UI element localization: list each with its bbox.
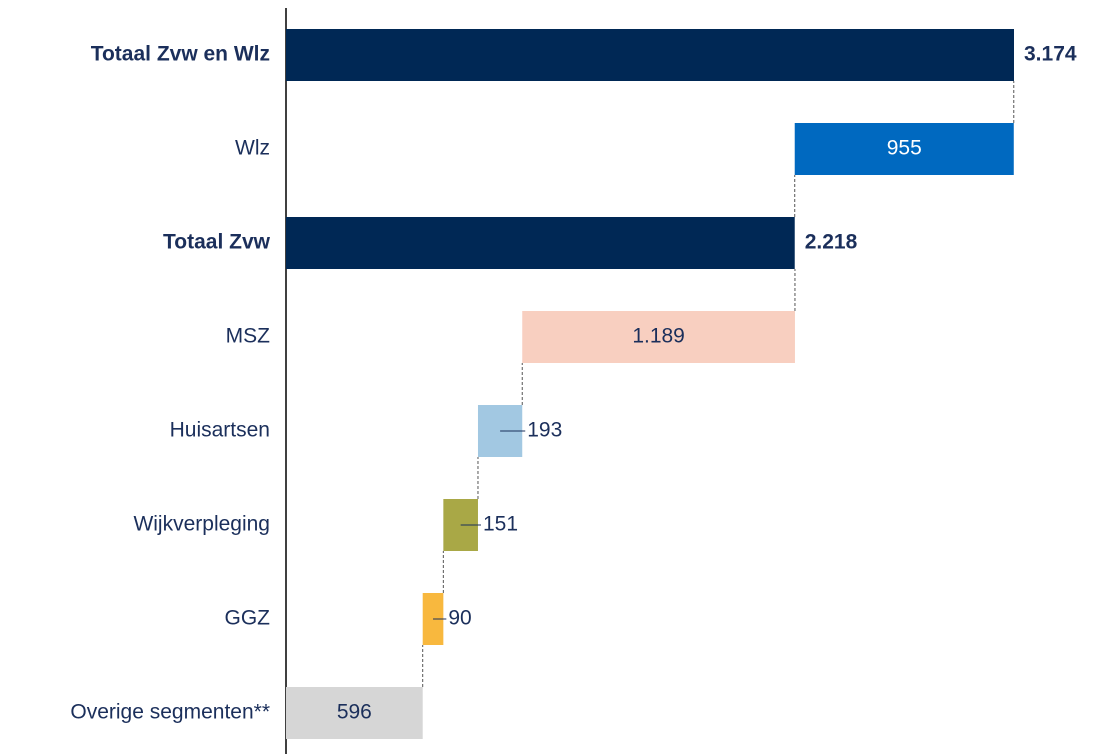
value-label: 3.174: [1024, 43, 1077, 66]
value-label: 596: [337, 701, 372, 724]
bar: [286, 217, 795, 269]
bar: [522, 311, 795, 363]
value-label: 193: [527, 419, 562, 442]
value-label: 90: [448, 607, 471, 630]
value-label: 151: [483, 513, 518, 536]
bar: [286, 687, 423, 739]
category-label: GGZ: [225, 607, 271, 630]
category-label: Huisartsen: [170, 419, 270, 442]
value-label: 2.218: [805, 231, 858, 254]
category-label: MSZ: [226, 325, 271, 348]
value-label: 955: [887, 137, 922, 160]
category-label: Totaal Zvw: [163, 231, 271, 254]
category-label: Wlz: [235, 137, 270, 160]
bar: [422, 593, 444, 645]
category-label: Overige segmenten**: [70, 701, 270, 724]
category-label: Wijkverpleging: [133, 513, 270, 536]
value-label: 1.189: [632, 325, 685, 348]
bar: [286, 29, 1014, 81]
category-label: Totaal Zvw en Wlz: [91, 43, 270, 66]
bar: [794, 123, 1014, 175]
